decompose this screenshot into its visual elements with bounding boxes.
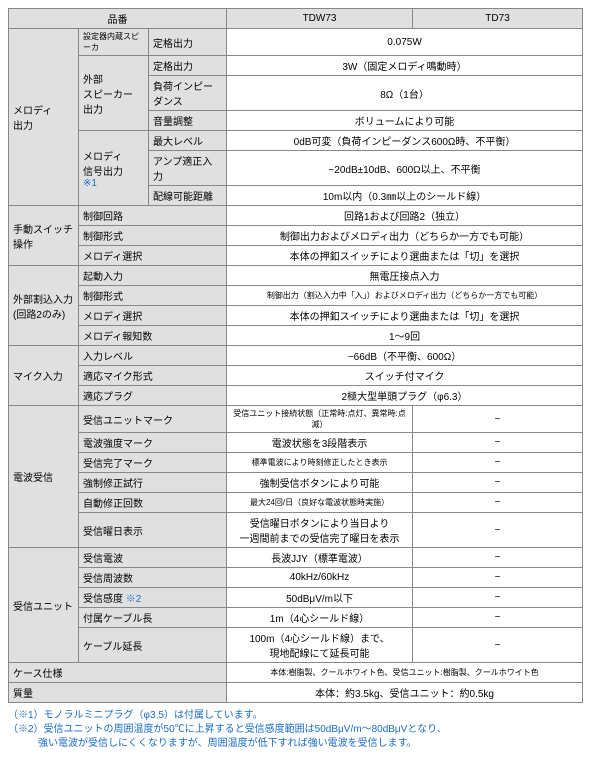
sub-rx-day-disp: 受信曜日表示: [79, 513, 227, 548]
val-trigger-in: 無電圧接点入力: [227, 266, 583, 286]
val-amp-in: −20dB±10dB、600Ω以上、不平衡: [227, 151, 583, 186]
sub-amp-in: アンプ適正入力: [149, 151, 227, 186]
val-auto-corr-d: −: [413, 493, 583, 513]
val-rx-wave: 長波JJY（標準電波）: [227, 548, 413, 568]
group-mic-in: マイク入力: [9, 346, 79, 406]
val-rx-sens: 50dBμV/m以下: [227, 588, 413, 608]
sub-melody-sel2: メロディ選択: [79, 306, 227, 326]
val-load-imp: 8Ω（1台）: [227, 76, 583, 111]
val-melody-sel2: 本体の押釦スイッチにより選曲または「切」を選択: [227, 306, 583, 326]
val-rx-done-mark-d: −: [413, 453, 583, 473]
sub-force-corr: 強制修正試行: [79, 473, 227, 493]
val-ctrl-form2: 制御出力（割込入力中「入」）およびメロディ出力（どちらか一方でも可能）: [227, 286, 583, 306]
val-rx-day-disp-d: −: [413, 513, 583, 548]
sub-rx-done-mark: 受信完了マーク: [79, 453, 227, 473]
val-rated-out1: 0.075W: [227, 29, 583, 56]
sub-melody-sel1: メロディ選択: [79, 246, 227, 266]
sub-rx-wave: 受信電波: [79, 548, 227, 568]
val-cable-ext-d: −: [413, 628, 583, 663]
sub-cable-dist: 配線可能距離: [149, 186, 227, 206]
val-cable-len-d: −: [413, 608, 583, 628]
val-plug: 2極大型単頭プラグ（φ6.3）: [227, 386, 583, 406]
footnote-2: （※2）受信ユニットの周囲温度が50℃に上昇すると受信感度範囲は50dBμV/m…: [8, 723, 582, 751]
col-product: 品番: [9, 9, 227, 29]
val-mic-type: スイッチ付マイク: [227, 366, 583, 386]
val-ctrl-circuit: 回路1および回路2（独立）: [227, 206, 583, 226]
val-rx-freq: 40kHz/60kHz: [227, 568, 413, 588]
sub-load-imp: 負荷インピーダンス: [149, 76, 227, 111]
group-ext-int: 外部割込入力(回路2のみ): [9, 266, 79, 346]
sub-ctrl-circuit: 制御回路: [79, 206, 227, 226]
group-melody-out: メロディ出力: [9, 29, 79, 206]
val-melody-cnt: 1〜9回: [227, 326, 583, 346]
sub-cable-len: 付属ケーブル長: [79, 608, 227, 628]
sub-rx-freq: 受信周波数: [79, 568, 227, 588]
sub-auto-corr: 自動修正回数: [79, 493, 227, 513]
val-ctrl-form1: 制御出力およびメロディ出力（どちらか一方でも可能）: [227, 226, 583, 246]
sub-rx-sens: 受信感度 ※2: [79, 588, 227, 608]
spec-table: 品番 TDW73 TD73 メロディ出力 設定器内蔵スピーカ 定格出力 0.07…: [8, 8, 583, 703]
val-mass: 本体：約3.5kg、受信ユニット：約0.5kg: [227, 683, 583, 703]
val-rx-wave-d: −: [413, 548, 583, 568]
val-rated-out2: 3W（固定メロディ鳴動時）: [227, 56, 583, 76]
sig-out-note: ※1: [83, 178, 97, 189]
group-rx-unit: 受信ユニット: [9, 548, 79, 663]
val-melody-sel1: 本体の押釦スイッチにより選曲または「切」を選択: [227, 246, 583, 266]
sub-wave-str-mark: 電波強度マーク: [79, 433, 227, 453]
sub-builtin-spk: 設定器内蔵スピーカ: [79, 29, 149, 56]
col-tdw73: TDW73: [227, 9, 413, 29]
sub-ctrl-form1: 制御形式: [79, 226, 227, 246]
sub-mic-type: 適応マイク形式: [79, 366, 227, 386]
sub-plug: 適応プラグ: [79, 386, 227, 406]
sub-cable-ext: ケーブル延長: [79, 628, 227, 663]
val-case-spec: 本体:樹脂製、クールホワイト色、受信ユニット:樹脂製、クールホワイト色: [227, 663, 583, 683]
group-case-spec: ケース仕様: [9, 663, 227, 683]
footnotes: （※1）モノラルミニプラグ（φ3.5）は付属しています。 （※2）受信ユニットの…: [8, 709, 582, 751]
val-force-corr-d: −: [413, 473, 583, 493]
val-cable-len: 1m（4心シールド線）: [227, 608, 413, 628]
sub-ctrl-form2: 制御形式: [79, 286, 227, 306]
sub-trigger-in: 起動入力: [79, 266, 227, 286]
val-rx-unit-mark-d: −: [413, 406, 583, 433]
sub-melody-cnt: メロディ報知数: [79, 326, 227, 346]
sub-in-level: 入力レベル: [79, 346, 227, 366]
group-mass: 質量: [9, 683, 227, 703]
val-wave-str-mark: 電波状態を3段階表示: [227, 433, 413, 453]
val-rx-sens-d: −: [413, 588, 583, 608]
group-manual-sw: 手動スイッチ操作: [9, 206, 79, 266]
sub-sig-out: メロディ信号出力※1: [79, 131, 149, 206]
sub-rx-unit-mark: 受信ユニットマーク: [79, 406, 227, 433]
val-rx-done-mark: 標準電波により時刻修正したとき表示: [227, 453, 413, 473]
rx-sens-note: ※2: [126, 594, 142, 605]
group-radio-rx: 電波受信: [9, 406, 79, 548]
sub-max-lvl: 最大レベル: [149, 131, 227, 151]
sub-rated-out-1: 定格出力: [149, 29, 227, 56]
val-max-lvl: 0dB可変（負荷インピーダンス600Ω時、不平衡）: [227, 131, 583, 151]
footnote-1: （※1）モノラルミニプラグ（φ3.5）は付属しています。: [8, 709, 582, 723]
val-force-corr: 強制受信ボタンにより可能: [227, 473, 413, 493]
sub-vol-adj: 音量調整: [149, 111, 227, 131]
val-rx-unit-mark: 受信ユニット接続状態（正常時:点灯、異常時:点滅）: [227, 406, 413, 433]
val-vol-adj: ボリュームにより可能: [227, 111, 583, 131]
val-cable-dist: 10m以内（0.3㎜以上のシールド線）: [227, 186, 583, 206]
val-rx-day-disp: 受信曜日ボタンにより当日より一週間前までの受信完了曜日を表示: [227, 513, 413, 548]
sub-rated-out-2: 定格出力: [149, 56, 227, 76]
val-rx-freq-d: −: [413, 568, 583, 588]
val-cable-ext: 100m（4心シールド線）まで、現地配線にて延長可能: [227, 628, 413, 663]
val-wave-str-mark-d: −: [413, 433, 583, 453]
col-td73: TD73: [413, 9, 583, 29]
sub-ext-spk: 外部スピーカー出力: [79, 56, 149, 131]
val-in-level: −66dB（不平衡、600Ω）: [227, 346, 583, 366]
val-auto-corr: 最大24回/日（良好な電波状態時実施）: [227, 493, 413, 513]
